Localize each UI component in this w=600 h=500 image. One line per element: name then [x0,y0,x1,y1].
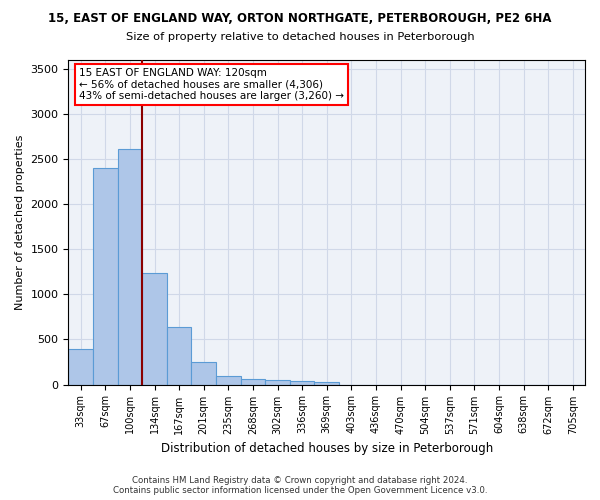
Bar [265,380,290,384]
Text: 15, EAST OF ENGLAND WAY, ORTON NORTHGATE, PETERBOROUGH, PE2 6HA: 15, EAST OF ENGLAND WAY, ORTON NORTHGATE… [48,12,552,26]
Text: Contains HM Land Registry data © Crown copyright and database right 2024.
Contai: Contains HM Land Registry data © Crown c… [113,476,487,495]
Bar [68,350,93,384]
Text: 15 EAST OF ENGLAND WAY: 120sqm
← 56% of detached houses are smaller (4,306)
43% : 15 EAST OF ENGLAND WAY: 120sqm ← 56% of … [79,68,344,102]
Bar [290,380,314,384]
Bar [142,273,167,384]
Text: Size of property relative to detached houses in Peterborough: Size of property relative to detached ho… [125,32,475,42]
Bar [191,362,216,384]
Bar [216,376,241,384]
Bar [118,150,142,384]
Bar [241,379,265,384]
X-axis label: Distribution of detached houses by size in Peterborough: Distribution of detached houses by size … [161,442,493,455]
Y-axis label: Number of detached properties: Number of detached properties [15,134,25,310]
Bar [314,382,339,384]
Bar [167,327,191,384]
Bar [93,168,118,384]
